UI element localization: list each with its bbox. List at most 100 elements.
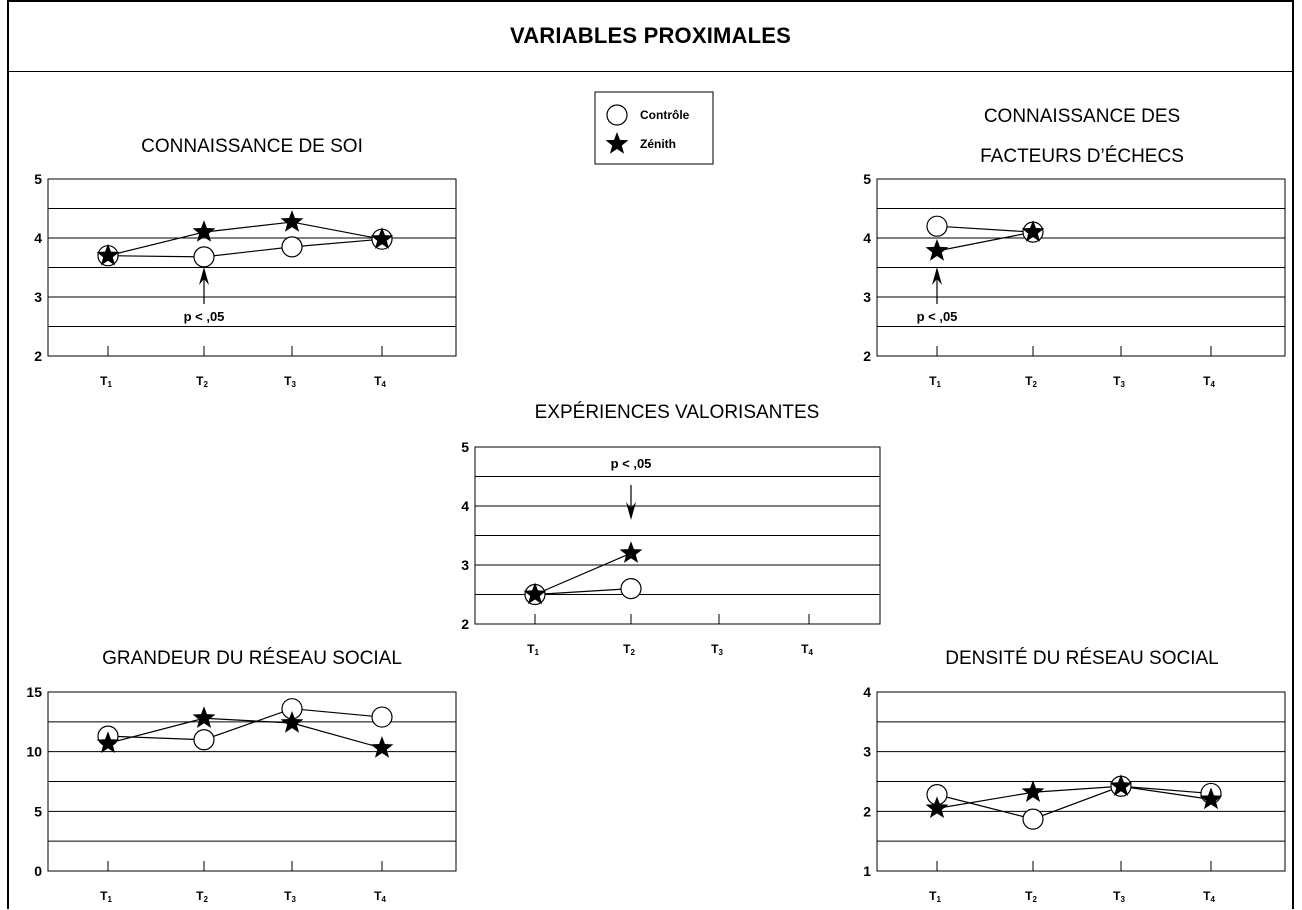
chart-densite: DENSITÉ DU RÉSEAU SOCIAL 1 2 3 4 T1 T2 T3 T4 bbox=[863, 648, 1286, 904]
data-point-zenith bbox=[370, 736, 394, 758]
series-line-controle bbox=[534, 588, 632, 596]
annotation-label: p < ,05 bbox=[184, 309, 225, 324]
data-point-zenith bbox=[1109, 774, 1133, 796]
annotation-label: p < ,05 bbox=[611, 456, 652, 471]
data-point-zenith bbox=[96, 243, 120, 266]
y-tick-label: 4 bbox=[461, 498, 469, 514]
y-tick-label: 5 bbox=[863, 171, 871, 187]
annotation-arrowhead bbox=[199, 267, 209, 285]
figure-frame bbox=[7, 0, 1294, 909]
annotation-arrowhead bbox=[626, 502, 636, 520]
series-line-controle bbox=[107, 238, 383, 258]
data-point-zenith bbox=[925, 796, 949, 819]
chart-soi: CONNAISSANCE DE SOI 2 3 4 5 T1 T2 T3 T4 p < ,05 bbox=[34, 136, 457, 389]
x-tick-label: T4 bbox=[374, 889, 386, 904]
data-point-zenith bbox=[192, 220, 216, 242]
y-tick-label: 3 bbox=[863, 289, 871, 305]
chart-experiences: EXPÉRIENCES VALORISANTES 2 3 4 5 T1 T2 T3 T4 p < … bbox=[461, 402, 881, 657]
series-line-zenith bbox=[936, 785, 1212, 809]
chart-title: FACTEURS D’ÉCHECS bbox=[980, 146, 1184, 167]
series-line-controle bbox=[936, 785, 1212, 820]
x-tick-label: T2 bbox=[623, 642, 635, 657]
data-point-controle bbox=[371, 706, 393, 728]
y-tick-label: 15 bbox=[26, 684, 42, 700]
plot-frame bbox=[47, 178, 457, 357]
y-tick-label: 5 bbox=[34, 803, 42, 819]
data-point-zenith bbox=[523, 582, 547, 605]
series-line-zenith bbox=[936, 231, 1034, 252]
chart-echecs: CONNAISSANCE DES FACTEURS D’ÉCHECS 2 3 4 5 T1 T… bbox=[863, 106, 1286, 389]
y-tick-label: 3 bbox=[34, 289, 42, 305]
data-point-zenith bbox=[1021, 780, 1045, 802]
y-tick-label: 2 bbox=[863, 348, 871, 364]
legend-label: Contrôle bbox=[640, 108, 690, 122]
chart-grandeur: GRANDEUR DU RÉSEAU SOCIAL 0 5 10 15 T1 T2 T3 T4 bbox=[26, 648, 457, 904]
x-tick-label: T1 bbox=[100, 374, 112, 389]
x-tick-label: T3 bbox=[711, 642, 723, 657]
data-point-controle bbox=[1022, 808, 1044, 830]
plot-frame bbox=[47, 691, 457, 872]
data-point-zenith bbox=[96, 731, 120, 754]
data-point-controle bbox=[193, 729, 215, 751]
legend-box bbox=[594, 91, 714, 165]
x-tick-label: T2 bbox=[196, 889, 208, 904]
x-tick-label: T2 bbox=[1025, 374, 1037, 389]
series-line-zenith bbox=[534, 552, 632, 596]
x-tick-label: T3 bbox=[284, 889, 296, 904]
x-tick-label: T1 bbox=[527, 642, 539, 657]
chart-title: CONNAISSANCE DE SOI bbox=[141, 136, 363, 157]
series-line-zenith bbox=[107, 221, 383, 257]
y-tick-label: 5 bbox=[461, 439, 469, 455]
data-point-controle bbox=[620, 577, 642, 600]
annotation-arrowhead bbox=[932, 267, 942, 285]
x-tick-label: T1 bbox=[929, 374, 941, 389]
y-tick-label: 4 bbox=[863, 230, 871, 246]
data-point-controle bbox=[926, 215, 948, 237]
plot-frame bbox=[876, 691, 1286, 872]
y-tick-label: 1 bbox=[863, 863, 871, 879]
chart-title: EXPÉRIENCES VALORISANTES bbox=[535, 402, 820, 423]
x-tick-label: T4 bbox=[374, 374, 386, 389]
x-tick-label: T3 bbox=[1113, 889, 1125, 904]
y-tick-label: 2 bbox=[461, 616, 469, 632]
data-point-zenith bbox=[1021, 220, 1045, 242]
data-point-controle bbox=[281, 236, 303, 258]
x-tick-label: T2 bbox=[1025, 889, 1037, 904]
y-tick-label: 3 bbox=[863, 744, 871, 760]
x-tick-label: T4 bbox=[801, 642, 813, 657]
series-line-controle bbox=[936, 225, 1034, 233]
y-tick-label: 4 bbox=[34, 230, 42, 246]
y-tick-label: 10 bbox=[26, 744, 42, 760]
data-point-zenith bbox=[925, 238, 949, 261]
x-tick-label: T3 bbox=[1113, 374, 1125, 389]
x-tick-label: T4 bbox=[1203, 374, 1215, 389]
x-tick-label: T3 bbox=[284, 374, 296, 389]
y-tick-label: 2 bbox=[863, 803, 871, 819]
series-line-zenith bbox=[107, 717, 383, 749]
data-point-controle bbox=[193, 246, 215, 268]
data-point-zenith bbox=[1199, 787, 1223, 810]
x-tick-label: T1 bbox=[100, 889, 112, 904]
chart-title: DENSITÉ DU RÉSEAU SOCIAL bbox=[945, 648, 1218, 669]
y-tick-label: 4 bbox=[863, 684, 871, 700]
plot-frame bbox=[876, 178, 1286, 357]
star-icon bbox=[605, 132, 629, 154]
y-tick-label: 5 bbox=[34, 171, 42, 187]
y-tick-label: 0 bbox=[34, 863, 42, 879]
series-line-controle bbox=[107, 708, 383, 741]
chart-title: CONNAISSANCE DES bbox=[984, 106, 1180, 127]
circle-icon bbox=[606, 104, 628, 126]
x-tick-label: T1 bbox=[929, 889, 941, 904]
page-title: VARIABLES PROXIMALES bbox=[509, 22, 792, 48]
annotation-label: p < ,05 bbox=[917, 309, 958, 324]
legend: Contrôle Zénith bbox=[594, 91, 714, 165]
chart-title: GRANDEUR DU RÉSEAU SOCIAL bbox=[102, 648, 402, 669]
data-point-zenith bbox=[280, 711, 304, 733]
legend-label: Zénith bbox=[640, 137, 676, 151]
plot-frame bbox=[474, 446, 881, 625]
header: VARIABLES PROXIMALES bbox=[7, 0, 1294, 72]
x-tick-label: T4 bbox=[1203, 889, 1215, 904]
x-tick-label: T2 bbox=[196, 374, 208, 389]
data-point-zenith bbox=[192, 706, 216, 728]
